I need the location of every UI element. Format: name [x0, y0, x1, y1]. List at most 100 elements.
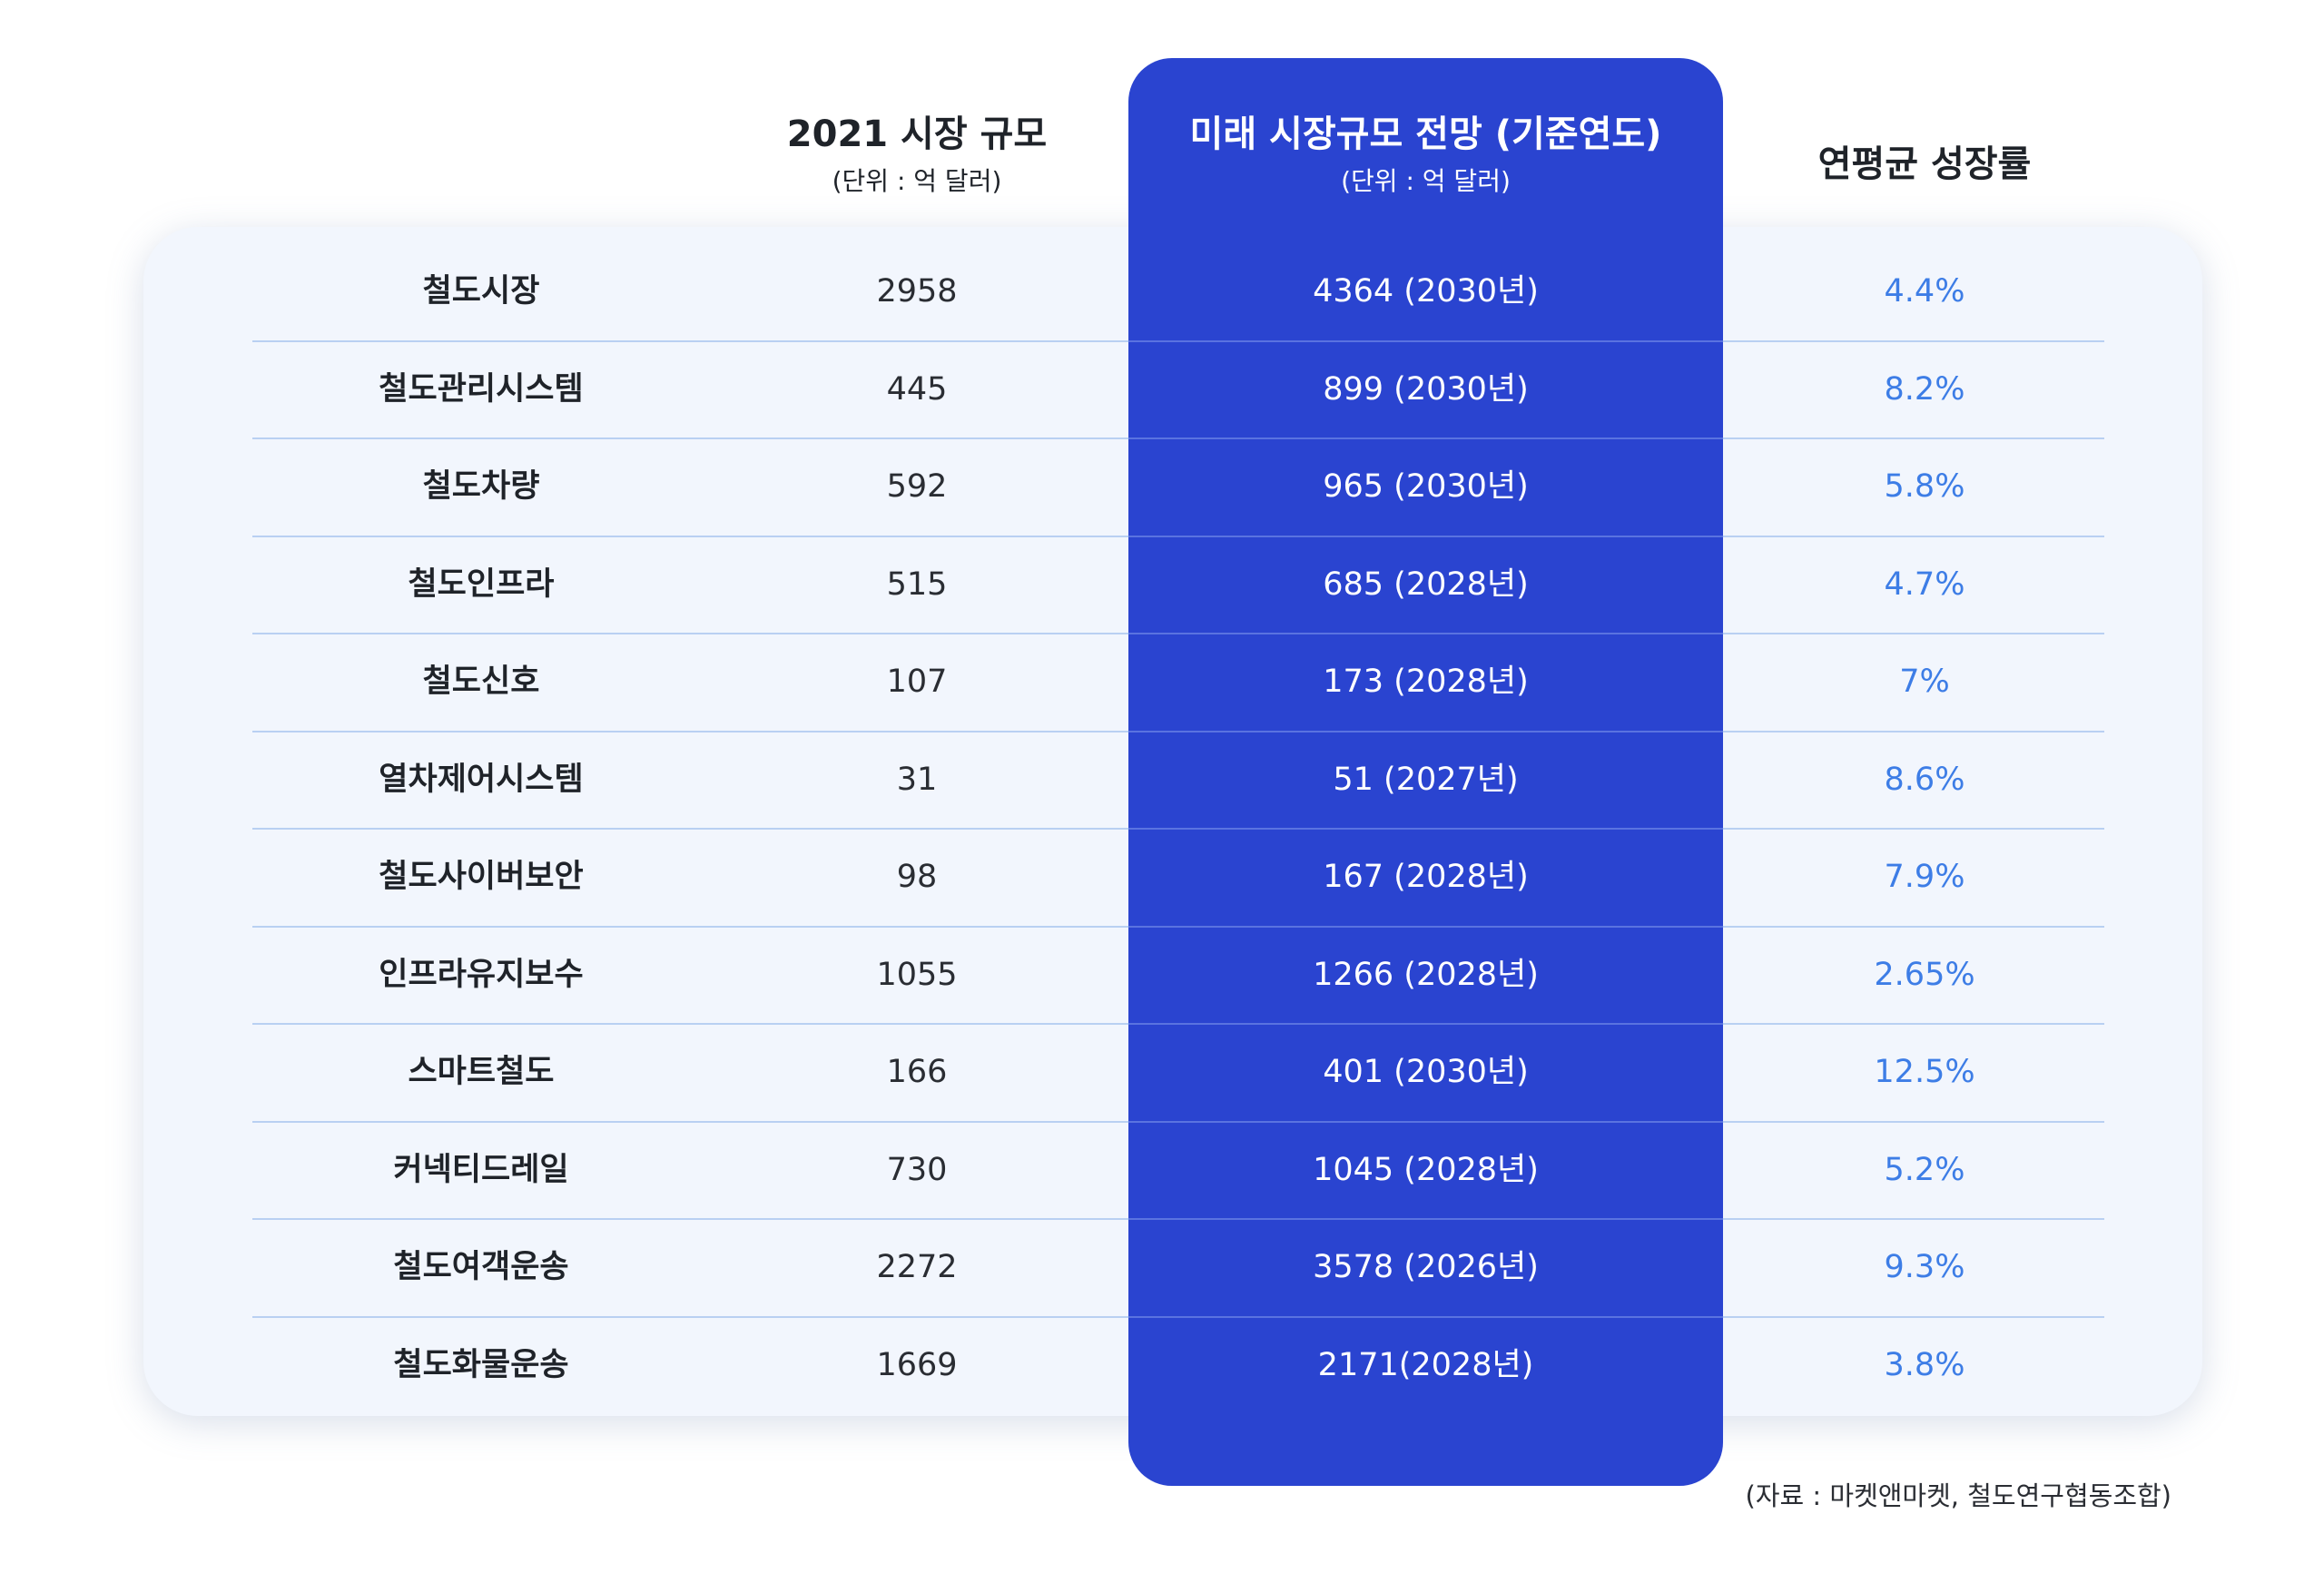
- row-divider: [1723, 633, 2104, 634]
- row-forecast-cell: 685 (2028년): [1323, 566, 1529, 603]
- row-divider: [1723, 437, 2104, 439]
- row-growth-cell: 8.2%: [1884, 371, 1965, 408]
- row-divider: [1128, 926, 1723, 928]
- row-forecast-cell: 3578 (2026년): [1313, 1249, 1539, 1285]
- row-growth-cell: 7.9%: [1884, 859, 1965, 895]
- row-divider: [1128, 1218, 1723, 1220]
- row-market-size-cell: 107: [886, 664, 948, 700]
- row-divider: [1128, 731, 1723, 732]
- row-market-size-cell: 166: [886, 1054, 948, 1090]
- header-market-size-unit: (단위 : 억 달러): [832, 166, 1002, 196]
- table-row: 철도화물운송 1669 2171(2028년) 3.8%: [0, 1317, 2324, 1414]
- row-divider: [252, 633, 1128, 634]
- row-name-cell: 철도인프라: [408, 566, 555, 603]
- row-divider: [1128, 1121, 1723, 1123]
- row-name-cell: 열차제어시스템: [379, 762, 584, 798]
- row-growth-cell: 8.6%: [1884, 762, 1965, 798]
- header-market-size: 2021 시장 규모 (단위 : 억 달러): [763, 111, 1071, 200]
- row-forecast-cell: 4364 (2030년): [1313, 273, 1539, 310]
- row-forecast-cell: 2171(2028년): [1317, 1347, 1534, 1383]
- row-divider: [252, 1316, 1128, 1318]
- row-growth-cell: 5.2%: [1884, 1152, 1965, 1188]
- table-row: 철도시장 2958 4364 (2030년) 4.4%: [0, 243, 2324, 340]
- source-note: (자료 : 마켓앤마켓, 철도연구협동조합): [1745, 1480, 2171, 1511]
- table-row: 철도인프라 515 685 (2028년) 4.7%: [0, 536, 2324, 634]
- row-divider: [1723, 340, 2104, 342]
- row-name-cell: 철도차량: [422, 468, 540, 505]
- row-divider: [1723, 1218, 2104, 1220]
- row-name-cell: 스마트철도: [408, 1054, 555, 1090]
- row-market-size-cell: 2272: [876, 1249, 958, 1285]
- header-forecast-unit: (단위 : 억 달러): [1341, 166, 1511, 196]
- row-growth-cell: 3.8%: [1884, 1347, 1965, 1383]
- row-name-cell: 철도여객운송: [393, 1249, 569, 1285]
- row-divider: [252, 437, 1128, 439]
- table-row: 철도신호 107 173 (2028년) 7%: [0, 634, 2324, 731]
- row-divider: [252, 828, 1128, 830]
- row-forecast-cell: 51 (2027년): [1333, 762, 1519, 798]
- row-divider: [1723, 1023, 2104, 1025]
- table-row: 철도사이버보안 98 167 (2028년) 7.9%: [0, 829, 2324, 926]
- row-market-size-cell: 515: [886, 566, 948, 603]
- row-growth-cell: 4.7%: [1884, 566, 1965, 603]
- row-divider: [252, 926, 1128, 928]
- row-divider: [1128, 340, 1723, 342]
- row-market-size-cell: 1055: [876, 957, 958, 993]
- row-forecast-cell: 1045 (2028년): [1313, 1152, 1539, 1188]
- row-divider: [1723, 1316, 2104, 1318]
- row-name-cell: 철도관리시스템: [379, 371, 584, 408]
- row-market-size-cell: 2958: [876, 273, 958, 310]
- row-growth-cell: 5.8%: [1884, 468, 1965, 505]
- row-market-size-cell: 31: [896, 762, 938, 798]
- row-name-cell: 철도화물운송: [393, 1347, 569, 1383]
- row-divider: [1723, 926, 2104, 928]
- table-row: 철도차량 592 965 (2030년) 5.8%: [0, 438, 2324, 536]
- row-divider: [1128, 437, 1723, 439]
- row-forecast-cell: 173 (2028년): [1323, 664, 1529, 700]
- row-forecast-cell: 167 (2028년): [1323, 859, 1529, 895]
- row-market-size-cell: 445: [886, 371, 948, 408]
- table-row: 열차제어시스템 31 51 (2027년) 8.6%: [0, 732, 2324, 829]
- header-forecast: 미래 시장규모 전망 (기준연도) (단위 : 억 달러): [1128, 111, 1723, 200]
- row-growth-cell: 7%: [1899, 664, 1950, 700]
- row-market-size-cell: 1669: [876, 1347, 958, 1383]
- row-divider: [1128, 828, 1723, 830]
- table-row: 인프라유지보수 1055 1266 (2028년) 2.65%: [0, 927, 2324, 1024]
- row-divider: [1128, 536, 1723, 537]
- header-market-size-title: 2021 시장 규모: [786, 113, 1048, 155]
- row-forecast-cell: 899 (2030년): [1323, 371, 1529, 408]
- row-divider: [252, 1218, 1128, 1220]
- row-market-size-cell: 98: [896, 859, 938, 895]
- row-forecast-cell: 965 (2030년): [1323, 468, 1529, 505]
- row-market-size-cell: 592: [886, 468, 948, 505]
- table-row: 철도여객운송 2272 3578 (2026년) 9.3%: [0, 1219, 2324, 1316]
- row-divider: [252, 1121, 1128, 1123]
- row-growth-cell: 2.65%: [1874, 957, 1975, 993]
- row-forecast-cell: 1266 (2028년): [1313, 957, 1539, 993]
- row-divider: [1723, 731, 2104, 732]
- table-row: 철도관리시스템 445 899 (2030년) 8.2%: [0, 341, 2324, 438]
- row-divider: [1723, 1121, 2104, 1123]
- row-divider: [1723, 828, 2104, 830]
- table-row: 스마트철도 166 401 (2030년) 12.5%: [0, 1024, 2324, 1121]
- forecast-column-highlight: [1128, 58, 1723, 1486]
- row-divider: [1128, 633, 1723, 634]
- row-divider: [252, 340, 1128, 342]
- row-growth-cell: 4.4%: [1884, 273, 1965, 310]
- table-row: 커넥티드레일 730 1045 (2028년) 5.2%: [0, 1122, 2324, 1219]
- row-growth-cell: 9.3%: [1884, 1249, 1965, 1285]
- header-forecast-title: 미래 시장규모 전망 (기준연도): [1189, 113, 1662, 155]
- row-divider: [252, 731, 1128, 732]
- row-name-cell: 커넥티드레일: [393, 1152, 569, 1188]
- row-divider: [1128, 1023, 1723, 1025]
- row-name-cell: 철도사이버보안: [379, 859, 584, 895]
- row-divider: [1723, 536, 2104, 537]
- row-divider: [252, 536, 1128, 537]
- row-growth-cell: 12.5%: [1874, 1054, 1975, 1090]
- header-growth-title: 연평균 성장률: [1817, 143, 2032, 185]
- row-market-size-cell: 730: [886, 1152, 948, 1188]
- row-divider: [1128, 1316, 1723, 1318]
- row-name-cell: 인프라유지보수: [379, 957, 584, 993]
- row-forecast-cell: 401 (2030년): [1323, 1054, 1529, 1090]
